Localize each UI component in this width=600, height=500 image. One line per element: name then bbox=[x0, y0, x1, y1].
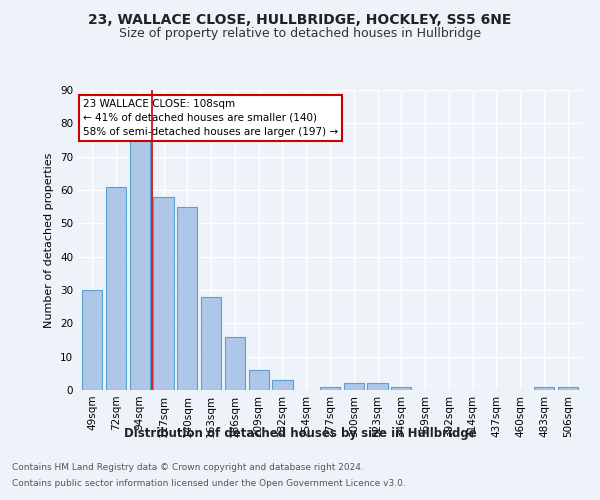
Bar bbox=[177, 206, 197, 390]
Bar bbox=[534, 386, 554, 390]
Bar bbox=[154, 196, 173, 390]
Bar bbox=[248, 370, 269, 390]
Text: Size of property relative to detached houses in Hullbridge: Size of property relative to detached ho… bbox=[119, 28, 481, 40]
Bar bbox=[391, 386, 412, 390]
Bar bbox=[201, 296, 221, 390]
Text: Contains HM Land Registry data © Crown copyright and database right 2024.: Contains HM Land Registry data © Crown c… bbox=[12, 464, 364, 472]
Bar bbox=[344, 384, 364, 390]
Bar bbox=[130, 140, 150, 390]
Bar bbox=[272, 380, 293, 390]
Y-axis label: Number of detached properties: Number of detached properties bbox=[44, 152, 55, 328]
Bar bbox=[367, 384, 388, 390]
Bar bbox=[82, 290, 103, 390]
Bar bbox=[557, 386, 578, 390]
Text: Distribution of detached houses by size in Hullbridge: Distribution of detached houses by size … bbox=[124, 428, 476, 440]
Text: Contains public sector information licensed under the Open Government Licence v3: Contains public sector information licen… bbox=[12, 478, 406, 488]
Bar bbox=[320, 386, 340, 390]
Bar bbox=[225, 336, 245, 390]
Text: 23, WALLACE CLOSE, HULLBRIDGE, HOCKLEY, SS5 6NE: 23, WALLACE CLOSE, HULLBRIDGE, HOCKLEY, … bbox=[88, 12, 512, 26]
Bar bbox=[106, 186, 126, 390]
Text: 23 WALLACE CLOSE: 108sqm
← 41% of detached houses are smaller (140)
58% of semi-: 23 WALLACE CLOSE: 108sqm ← 41% of detach… bbox=[83, 99, 338, 137]
